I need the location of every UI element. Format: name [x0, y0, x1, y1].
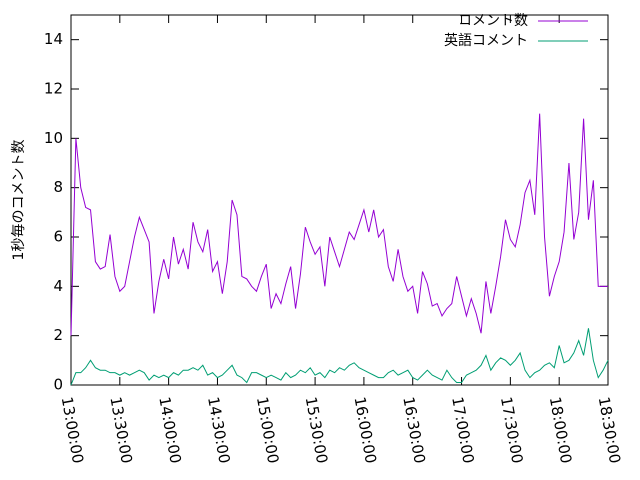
x-tick-label: 16:30:00 [399, 395, 428, 464]
x-tick-label: 16:00:00 [351, 395, 380, 464]
x-tick-label: 15:30:00 [302, 395, 331, 464]
x-tick-label: 18:30:00 [595, 395, 624, 464]
series-line [70, 328, 609, 386]
x-tick-label: 14:30:00 [204, 395, 233, 464]
y-tick-label: 12 [44, 80, 63, 98]
y-tick-label: 6 [53, 228, 63, 246]
y-tick-label: 0 [53, 376, 63, 394]
x-tick-label: 15:00:00 [253, 395, 282, 464]
x-tick-label: 13:30:00 [106, 395, 135, 464]
plot-frame [70, 14, 609, 386]
x-tick-label: 17:30:00 [497, 395, 526, 464]
y-axis-label: 1秒毎のコメント数 [11, 140, 27, 261]
x-tick-label: 14:00:00 [155, 395, 184, 464]
y-tick-label: 2 [53, 326, 63, 344]
legend-label: コメント数 [458, 13, 528, 29]
series-line [70, 113, 608, 336]
y-tick-label: 4 [53, 277, 63, 295]
y-tick-label: 8 [53, 178, 63, 196]
y-tick-label: 10 [44, 129, 63, 147]
x-tick-label: 13:00:00 [58, 395, 87, 464]
x-tick-label: 18:00:00 [546, 395, 575, 464]
legend-label: 英語コメント [444, 32, 528, 49]
y-tick-label: 14 [44, 30, 63, 48]
x-tick-label: 17:00:00 [448, 395, 477, 464]
